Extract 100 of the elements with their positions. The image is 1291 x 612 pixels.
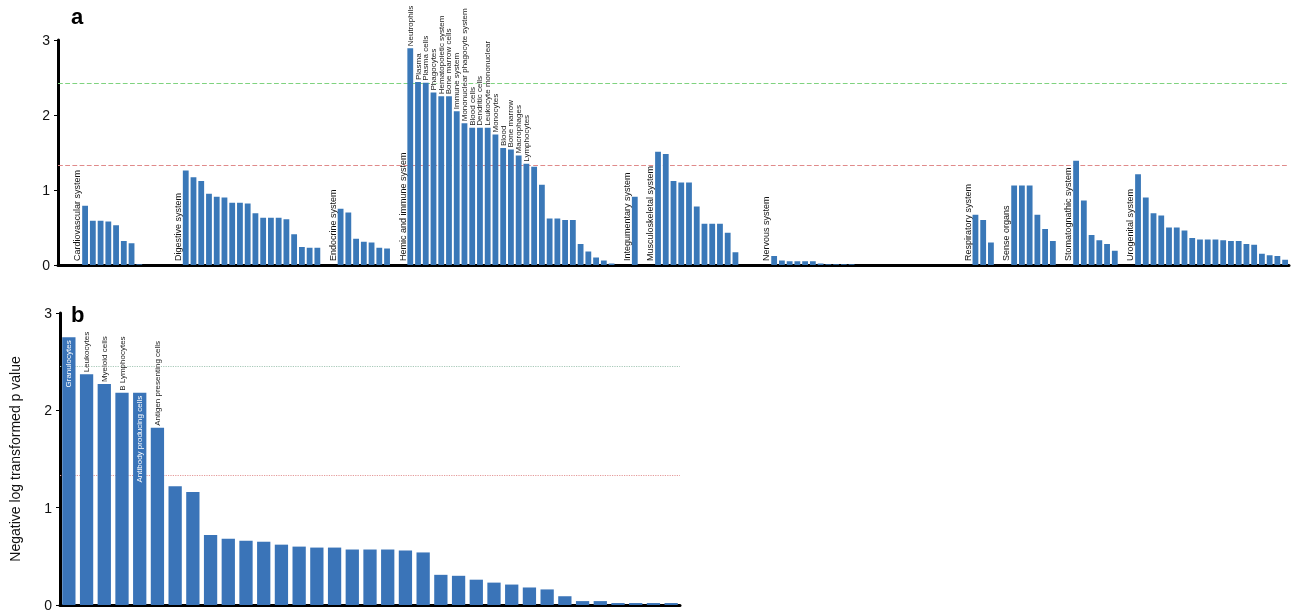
x-tick-label: Digestive system (173, 192, 183, 261)
bar (655, 151, 661, 265)
bar (298, 247, 305, 265)
bar (500, 148, 507, 265)
bar (522, 587, 537, 605)
bar (113, 225, 119, 265)
bar (569, 220, 576, 265)
data-label: B Lymphocytes (117, 336, 127, 391)
data-label: Leukocytes (82, 331, 92, 373)
bar (1142, 197, 1149, 265)
bar (105, 221, 112, 265)
bar (398, 550, 413, 605)
x-tick-label: Integumentary system (622, 172, 633, 261)
bar (120, 241, 127, 265)
data-label: Antibody producing cells (135, 395, 145, 483)
bar (363, 549, 377, 605)
bar (186, 492, 200, 605)
bar (381, 549, 395, 605)
bar (434, 574, 448, 605)
y-tick-label: 3 (44, 305, 53, 321)
bar (1080, 200, 1087, 265)
data-label: Plasma (413, 52, 423, 80)
bar (778, 260, 785, 265)
bar (1073, 160, 1079, 265)
chart-title: a (71, 3, 84, 29)
x-tick-label: Nervous system (761, 196, 772, 261)
bar (310, 547, 324, 605)
bar (422, 82, 429, 265)
bar (600, 260, 607, 265)
bar (244, 203, 251, 265)
bar (274, 544, 289, 605)
bar (487, 582, 501, 605)
y-tick-label: 1 (42, 182, 51, 198)
bar (115, 392, 129, 605)
bar (239, 540, 253, 605)
x-tick-label: Sense organs (1001, 204, 1012, 261)
bar (505, 584, 519, 605)
bar (1173, 227, 1180, 265)
bar (292, 546, 306, 605)
data-label: Dendritic cells (475, 75, 485, 126)
bar (531, 166, 538, 265)
y-tick-label: 2 (44, 402, 53, 419)
data-label: Granulocytes (64, 340, 74, 388)
data-label: Blood (498, 125, 508, 146)
bar (1197, 239, 1203, 265)
bar (198, 181, 205, 265)
bar (376, 247, 383, 265)
bar (438, 96, 445, 265)
bar (237, 202, 243, 265)
bar (802, 261, 809, 265)
bar (469, 579, 483, 605)
bar (203, 534, 218, 605)
bar (182, 170, 189, 265)
x-tick-label: Musculoskeletal system (645, 165, 656, 261)
bar (82, 205, 88, 265)
bar (1158, 215, 1165, 265)
bar (693, 206, 700, 265)
bar (809, 261, 816, 265)
bar (709, 223, 716, 265)
bar (508, 149, 514, 265)
bar (585, 251, 592, 265)
bar (717, 223, 723, 265)
bar (221, 538, 235, 605)
bar (477, 127, 483, 265)
x-tick-label: Stomatognathic system (1063, 167, 1074, 261)
bar (446, 96, 452, 265)
bar (451, 575, 466, 605)
bar (1111, 250, 1118, 265)
bar (1011, 185, 1018, 265)
x-tick-label: Cardiovascular system (72, 169, 83, 261)
bar (1251, 244, 1258, 265)
x-tick-label: Endocrine system (327, 189, 338, 261)
data-label: Immune system (452, 52, 462, 110)
data-label: Leukocyte mononuclear (483, 40, 493, 126)
bar (484, 127, 491, 265)
y-tick-label: 2 (42, 107, 51, 123)
bar (416, 552, 430, 605)
bar (724, 232, 731, 265)
bar (1135, 174, 1141, 265)
bar (662, 154, 669, 265)
bar (575, 601, 590, 605)
y-tick-label: 0 (42, 257, 51, 273)
bar (327, 547, 342, 605)
data-label: Phagocytes (428, 48, 438, 91)
bar (415, 82, 421, 265)
data-label: Antigen presenting cells (152, 340, 162, 426)
bar (593, 601, 607, 605)
bar (206, 193, 212, 265)
bar (345, 212, 352, 265)
bar (558, 596, 572, 605)
y-tick-label: 1 (44, 499, 53, 516)
y-axis-title: Negative log transformed p value (7, 356, 23, 562)
bar (1096, 240, 1103, 265)
bar (453, 111, 460, 265)
bar (1049, 241, 1056, 265)
bar (1104, 244, 1110, 265)
bar (1282, 259, 1289, 265)
bar (771, 256, 778, 265)
bar (79, 374, 94, 605)
bar (353, 238, 359, 265)
